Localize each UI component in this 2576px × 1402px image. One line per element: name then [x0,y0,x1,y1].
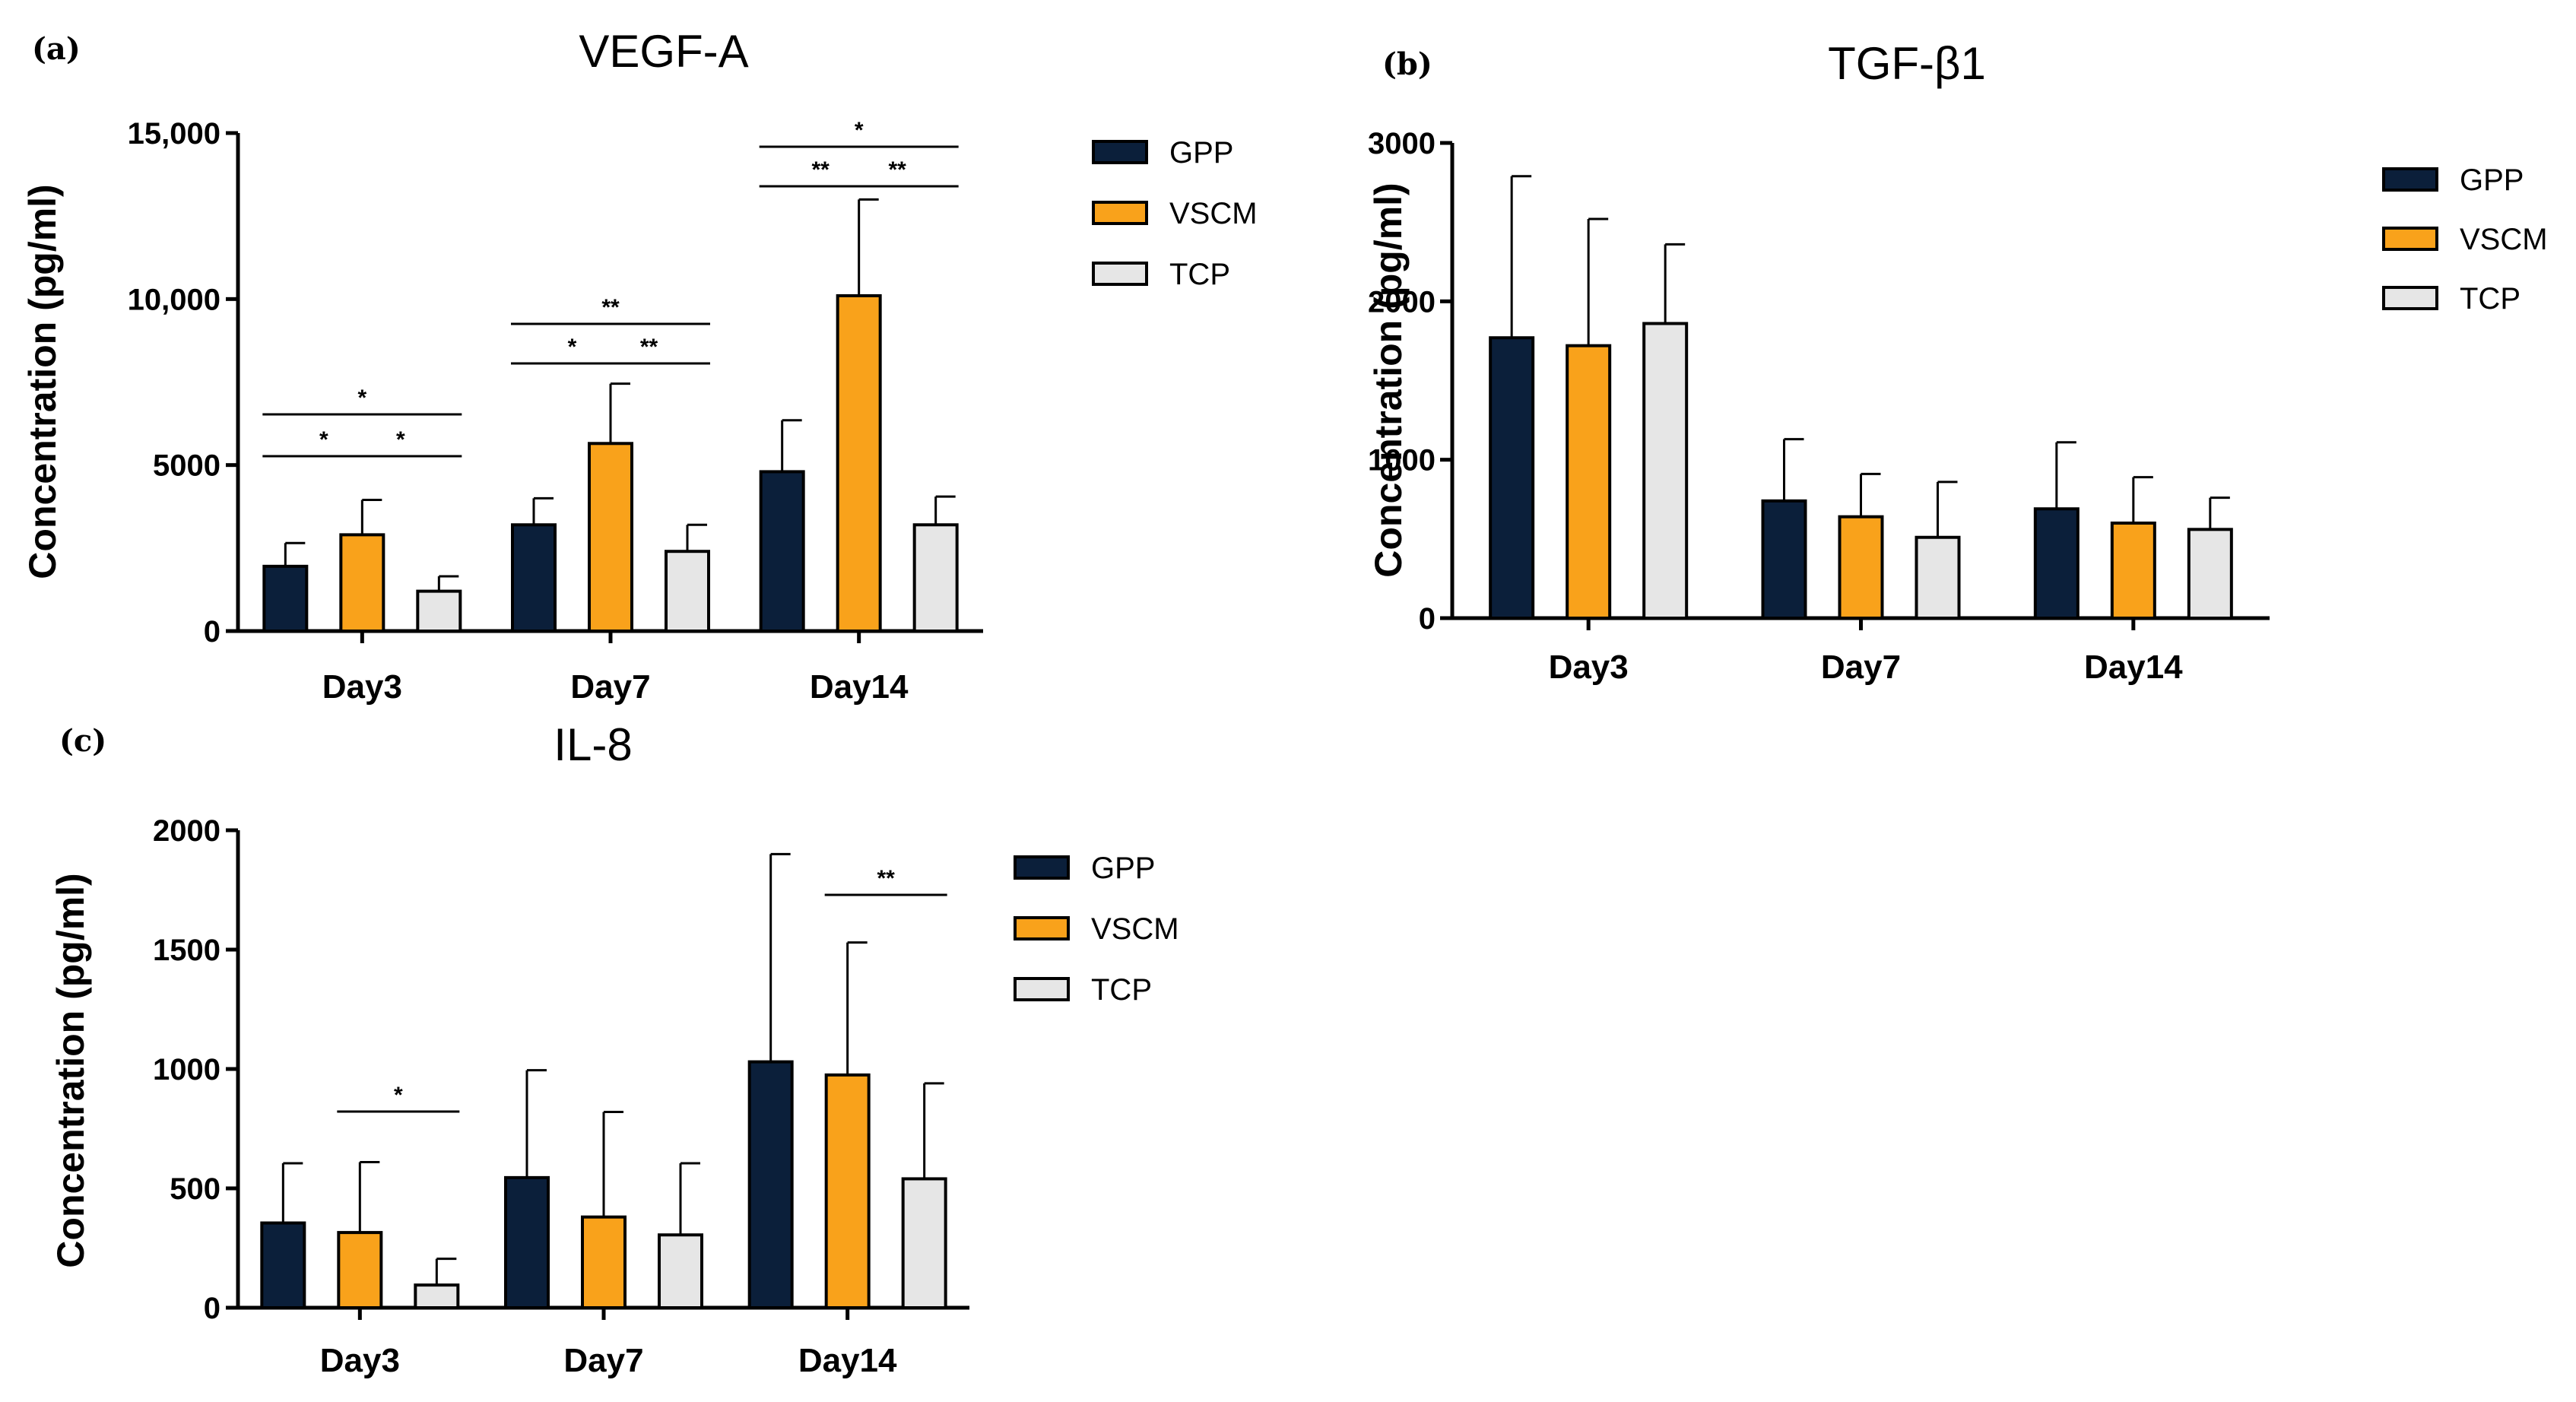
bar-vscm [1838,515,1884,620]
legend-swatch-vscm [1092,201,1148,225]
panel-letter: (b) [1382,46,1432,82]
x-tick-label: Day14 [810,668,909,706]
legend-label: TCP [1091,973,1152,1007]
y-tick-label: 1000 [1368,444,1436,477]
bar-vscm [337,1231,383,1309]
y-tick-label: 0 [204,1292,220,1325]
legend-swatch-gpp [2382,167,2438,192]
significance-label: ** [877,866,895,891]
legend-swatch-vscm [2382,227,2438,251]
significance-label: ** [811,157,830,182]
bar-gpp [2033,507,2080,620]
bar-vscm [339,533,385,633]
legend-label: TCP [1169,258,1230,291]
y-tick-label: 2000 [153,814,220,848]
bar-gpp [747,1060,794,1309]
legend-swatch-tcp [1014,977,1070,1001]
legend-label: TCP [2460,282,2520,316]
bar-gpp [511,523,557,633]
x-tick-label: Day3 [1549,649,1629,686]
bar-tcp [901,1177,947,1309]
y-axis-label: Concentration (pg/ml) [21,184,64,579]
significance-label: * [855,118,864,143]
significance-label: ** [601,295,620,320]
x-tick-label: Day14 [2084,649,2183,686]
bar-tcp [414,1283,460,1310]
x-tick-label: Day7 [570,668,650,706]
chart-title: TGF-β1 [1828,38,1986,89]
legend-label: GPP [2460,163,2524,197]
y-axis-label: Concentration (pg/ml) [49,873,92,1267]
bar-vscm [1566,344,1612,620]
bar-gpp [1761,499,1807,620]
bar-tcp [665,550,710,633]
y-axis-label: Concentration (pg/ml) [1367,182,1410,577]
bar-gpp [759,470,805,633]
bar-gpp [1489,336,1535,620]
legend-swatch-tcp [2382,286,2438,310]
bar-vscm [836,293,882,633]
bar-vscm [824,1073,871,1309]
chart-panel-2: (b) TGF-β1 Concentration (pg/ml) 0 1000 2000 3… [1367,38,2548,686]
bar-tcp [1915,535,1961,620]
y-tick-label: 10,000 [128,283,220,316]
legend-label: GPP [1091,852,1155,885]
panel-letter: (a) [32,31,81,67]
y-tick-label: 1000 [153,1053,220,1086]
significance-label: * [396,427,405,452]
x-tick-label: Day7 [563,1342,643,1379]
x-tick-label: Day3 [320,1342,400,1379]
significance-label: * [568,335,577,360]
chart-title: VEGF-A [579,26,748,77]
bar-tcp [658,1233,703,1309]
significance-label: ** [640,335,658,360]
y-tick-label: 0 [1419,602,1436,636]
legend-label: VSCM [2460,223,2548,256]
significance-label: ** [888,157,906,182]
x-tick-label: Day3 [322,668,402,706]
y-tick-label: 1500 [153,934,220,967]
y-tick-label: 500 [170,1172,220,1206]
bar-gpp [262,564,309,633]
legend-label: GPP [1169,136,1233,170]
chart-panel-1: (a) VEGF-A Concentration (pg/ml) 0 5000 10,00… [21,26,1258,706]
legend-label: VSCM [1091,912,1179,946]
y-tick-label: 2000 [1368,285,1436,319]
significance-label: * [319,427,328,452]
panel-letter: (c) [59,723,106,759]
y-tick-label: 0 [204,615,220,649]
bar-tcp [416,589,462,633]
legend-label: VSCM [1169,197,1258,230]
chart-title: IL-8 [554,719,632,770]
bar-vscm [2110,522,2156,620]
legend-swatch-gpp [1014,855,1070,880]
bar-tcp [1642,322,1689,620]
chart-panel-3: (c) IL-8 Concentration (pg/ml) 0 500 1000 1500… [49,719,1179,1379]
significance-label: * [357,385,366,411]
bar-gpp [504,1175,550,1309]
bar-tcp [912,523,959,633]
legend-swatch-gpp [1092,140,1148,164]
x-tick-label: Day14 [798,1342,897,1379]
y-tick-label: 15,000 [128,117,220,151]
bar-vscm [581,1215,627,1310]
y-tick-label: 5000 [153,449,220,483]
legend-swatch-tcp [1092,262,1148,286]
legend-swatch-vscm [1014,916,1070,940]
bar-tcp [2187,528,2233,620]
significance-label: * [394,1083,403,1108]
bar-vscm [588,442,633,633]
bar-gpp [260,1221,306,1310]
x-tick-label: Day7 [1821,649,1901,686]
y-tick-label: 3000 [1368,127,1436,160]
